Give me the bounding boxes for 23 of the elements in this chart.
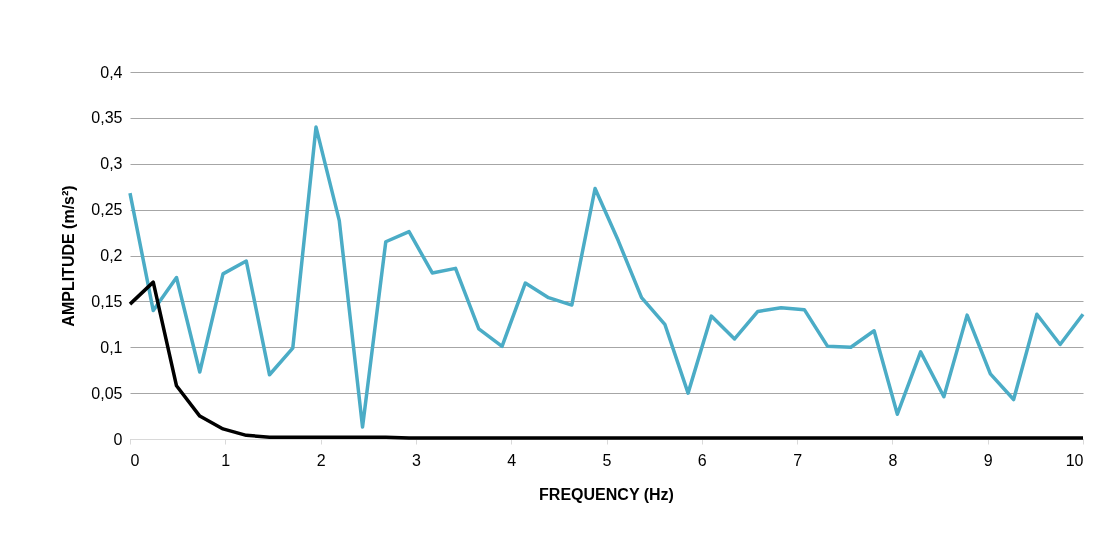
y-tick-label: 0,05 <box>91 384 123 402</box>
y-tick-label: 0,15 <box>91 292 123 310</box>
x-tick-label: 4 <box>507 451 517 469</box>
y-tick-label: 0,25 <box>91 201 123 219</box>
x-tick-label: 3 <box>411 451 421 469</box>
x-tick-label: 7 <box>793 451 803 469</box>
x-tick-label: 5 <box>602 451 612 469</box>
x-tick-label: 6 <box>697 451 707 469</box>
y-axis-title: AMPLITUDE (m/s²) <box>60 185 78 327</box>
x-tick-label: 0 <box>130 451 140 469</box>
x-axis-title: FREQUENCY (Hz) <box>539 485 674 503</box>
y-tick-label: 0 <box>113 430 123 448</box>
x-tick-label: 2 <box>316 451 326 469</box>
x-tick-label: 9 <box>983 451 993 469</box>
line-series <box>128 125 1085 429</box>
y-tick-label: 0,2 <box>100 247 123 264</box>
y-tick-label: 0,35 <box>91 109 123 127</box>
x-tick-label: 10 <box>1065 451 1084 469</box>
x-tick-label: 8 <box>888 451 898 469</box>
y-tick-label: 0,4 <box>100 63 123 81</box>
y-tick-label: 0,1 <box>100 338 123 356</box>
y-tick-label: 0,3 <box>100 155 123 173</box>
x-tick-label: 1 <box>221 451 231 469</box>
